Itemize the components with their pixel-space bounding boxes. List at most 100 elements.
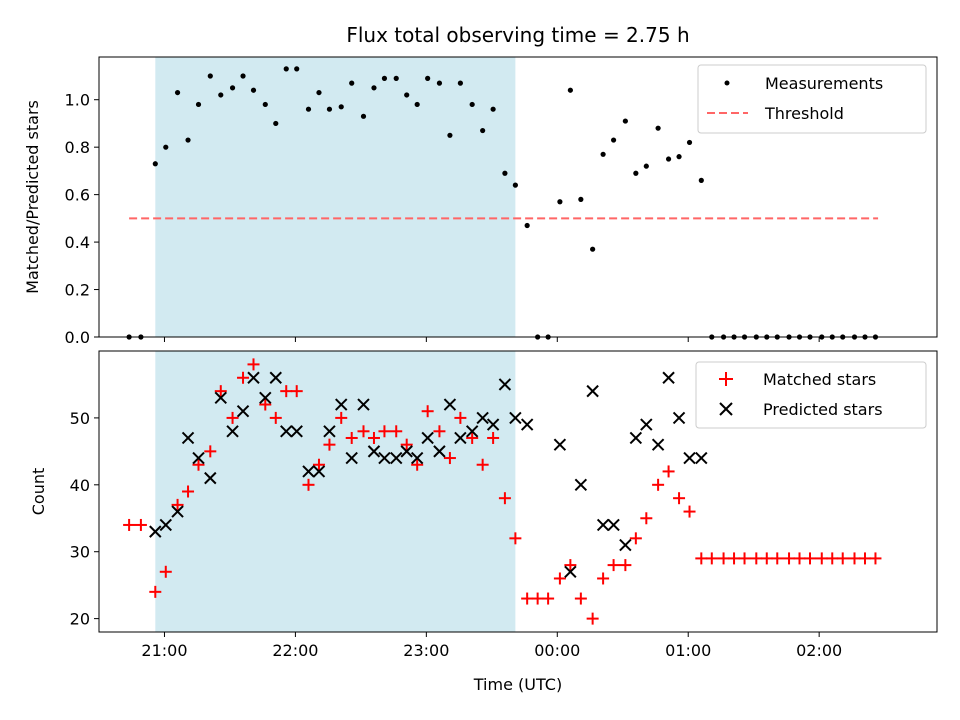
- y-tick-label: 30: [70, 543, 90, 562]
- predicted-star-point: [498, 378, 512, 391]
- top-legend: Measurements Threshold: [697, 64, 927, 134]
- matched-star-point: [836, 552, 849, 565]
- measurement-point: [349, 80, 355, 86]
- measurement-point: [676, 154, 682, 160]
- matched-star-point: [149, 585, 162, 598]
- matched-star-point: [848, 552, 861, 565]
- measurement-point: [152, 161, 158, 167]
- predicted-star-point: [596, 518, 610, 532]
- legend-predicted-label: Predicted stars: [763, 400, 883, 419]
- matched-star-point: [182, 485, 195, 498]
- measurement-point: [622, 118, 628, 124]
- matched-star-point: [509, 532, 522, 545]
- matched-star-point: [695, 552, 708, 565]
- predicted-star-point: [607, 518, 620, 532]
- measurement-point: [590, 246, 596, 252]
- matched-star-point: [869, 552, 882, 565]
- bottom-legend-box: [695, 361, 927, 429]
- measurement-point: [480, 127, 486, 134]
- measurement-point: [643, 163, 649, 169]
- measurement-point: [381, 75, 388, 81]
- matched-star-point: [159, 565, 172, 578]
- predicted-star-point: [443, 398, 457, 411]
- y-tick-label: 0.0: [65, 328, 90, 347]
- measurement-point: [185, 137, 191, 143]
- matched-star-point: [574, 592, 587, 605]
- predicted-star-point: [159, 518, 172, 532]
- predicted-star-point: [181, 431, 195, 445]
- predicted-star-point: [486, 418, 500, 431]
- measurement-point: [502, 170, 508, 176]
- matched-star-point: [760, 552, 773, 565]
- predicted-star-point: [564, 565, 577, 578]
- x-tick-label: 23:00: [403, 641, 449, 660]
- predicted-star-point: [410, 451, 424, 465]
- y-tick-label: 50: [70, 409, 90, 428]
- matched-star-point: [171, 498, 184, 511]
- matched-star-point: [705, 552, 718, 565]
- measurement-point: [326, 106, 333, 112]
- matched-star-point: [323, 438, 336, 451]
- matched-star-point: [826, 552, 839, 565]
- x-tick-label: 00:00: [534, 641, 580, 660]
- predicted-star-point: [323, 425, 336, 438]
- predicted-star-point: [476, 411, 489, 425]
- matched-star-point: [443, 452, 456, 465]
- bottom-axes-frame: [98, 350, 938, 633]
- measurement-point: [524, 222, 530, 229]
- measurement-point: [218, 92, 224, 98]
- predicted-star-point: [149, 525, 162, 538]
- predicted-star-point: [226, 425, 239, 438]
- y-tick-label: 0.8: [65, 138, 90, 157]
- predicted-star-point: [520, 418, 534, 431]
- x-tick-label: 21:00: [141, 641, 187, 660]
- x-axis-label: Time (UTC): [473, 675, 562, 694]
- predicted-star-point: [553, 438, 567, 451]
- legend-measurements-label: Measurements: [765, 74, 883, 93]
- matched-star-point: [783, 552, 796, 565]
- matched-star-point: [214, 385, 227, 398]
- chart-title: Flux total observing time = 2.75 h: [346, 23, 689, 47]
- measurement-point: [557, 199, 563, 205]
- predicted-star-point: [378, 451, 391, 465]
- matched-star-point: [226, 411, 239, 424]
- matched-star-point: [531, 592, 544, 605]
- predicted-star-point: [695, 451, 708, 465]
- predicted-star-point: [421, 431, 434, 445]
- measurement-point: [655, 125, 661, 131]
- matched-star-point: [542, 592, 555, 605]
- top-legend-box: [697, 64, 927, 134]
- matched-star-point: [312, 458, 325, 471]
- predicted-star-point: [390, 451, 403, 465]
- measurement-point: [250, 87, 257, 93]
- matched-star-point: [673, 492, 686, 505]
- matched-star-point: [586, 612, 599, 625]
- matched-star-point: [237, 371, 250, 384]
- predicted-star-point: [247, 371, 260, 384]
- measurement-point: [207, 73, 213, 79]
- top-axes-frame: [98, 56, 938, 338]
- y-tick-label: 0.4: [65, 233, 90, 252]
- measurement-point: [163, 144, 169, 150]
- y-tick-label: 0.6: [65, 186, 90, 205]
- predicted-star-point: [280, 425, 293, 438]
- x-tick-label: 01:00: [665, 641, 711, 660]
- matched-star-point: [553, 572, 566, 585]
- y-tick-label: 0.2: [65, 281, 90, 300]
- y-tick-label: 40: [70, 476, 90, 495]
- matched-star-point: [269, 411, 282, 424]
- matched-star-point: [498, 492, 511, 505]
- matched-star-point: [123, 518, 136, 531]
- matched-star-point: [640, 512, 653, 525]
- measurement-point: [229, 85, 236, 91]
- matched-star-point: [335, 411, 348, 424]
- predicted-star-point: [662, 371, 675, 384]
- matched-star-point: [302, 478, 315, 491]
- measurement-point: [436, 80, 443, 86]
- predicted-star-point: [400, 445, 413, 458]
- measurement-point: [447, 132, 453, 138]
- matched-star-point: [597, 572, 610, 585]
- matched-star-point: [662, 465, 675, 478]
- measurement-point: [469, 101, 475, 108]
